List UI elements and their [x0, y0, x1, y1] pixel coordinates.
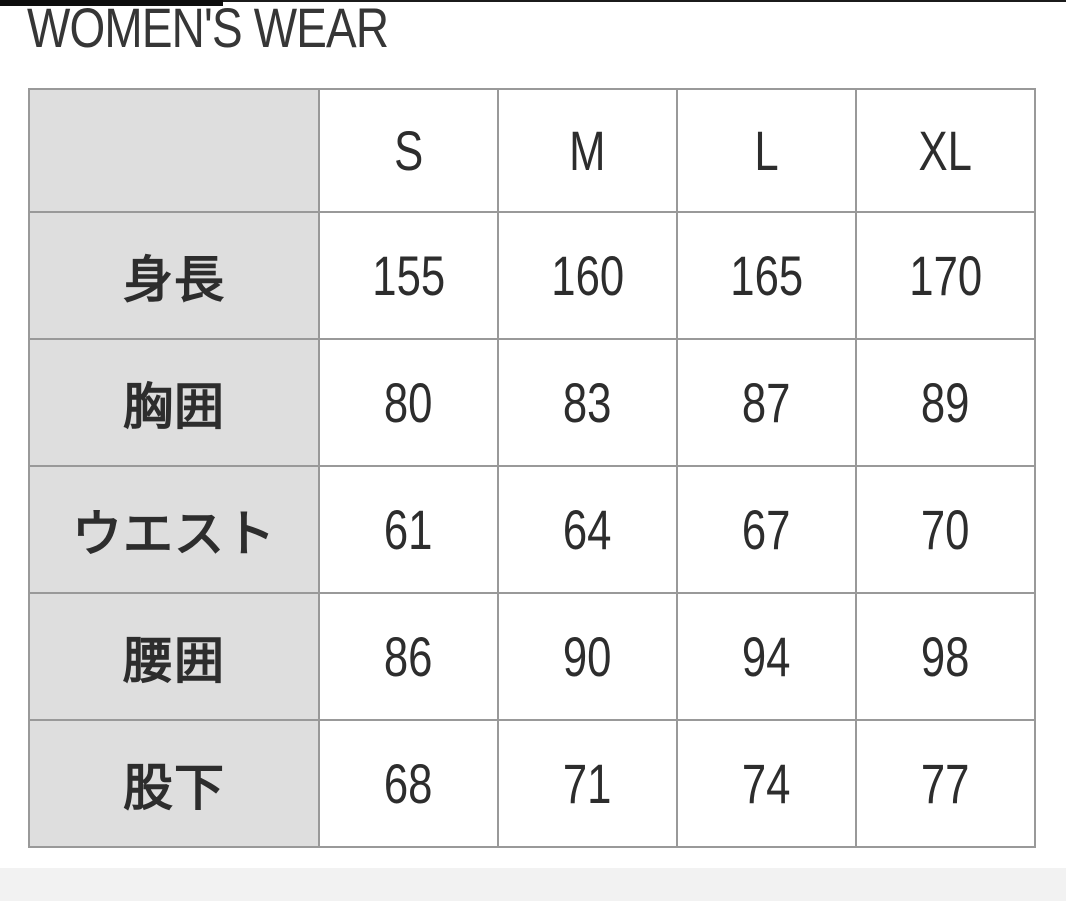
value-text: 64 — [563, 498, 612, 561]
size-column-header: L — [676, 88, 857, 213]
value-text: 61 — [384, 498, 433, 561]
corner-cell — [28, 88, 320, 213]
page-title: WOMEN'S WEAR — [27, 0, 389, 59]
row-label-cell: ウエスト — [28, 465, 320, 594]
value-text: 74 — [742, 752, 791, 815]
value-text: 86 — [384, 625, 433, 688]
row-label-cell: 身長 — [28, 211, 320, 340]
size-column-label: XL — [918, 119, 973, 182]
size-column-header: XL — [855, 88, 1036, 213]
value-cell: 90 — [497, 592, 678, 721]
value-text: 90 — [563, 625, 612, 688]
top-edge-bar-artifact — [0, 0, 223, 6]
value-cell: 77 — [855, 719, 1036, 848]
header-row: S M L XL — [28, 88, 1036, 213]
value-cell: 71 — [497, 719, 678, 848]
value-cell: 74 — [676, 719, 857, 848]
value-text: 89 — [921, 371, 970, 434]
value-text: 94 — [742, 625, 791, 688]
value-cell: 67 — [676, 465, 857, 594]
row-label-cell: 腰囲 — [28, 592, 320, 721]
value-text: 77 — [921, 752, 970, 815]
value-cell: 70 — [855, 465, 1036, 594]
row-label-cell: 胸囲 — [28, 338, 320, 467]
value-cell: 165 — [676, 211, 857, 340]
size-column-label: L — [754, 119, 779, 182]
row-label-cell: 股下 — [28, 719, 320, 848]
table-row: 身長 155 160 165 170 — [28, 211, 1036, 340]
table-row: 股下 68 71 74 77 — [28, 719, 1036, 848]
table-row: 胸囲 80 83 87 89 — [28, 338, 1036, 467]
value-text: 87 — [742, 371, 791, 434]
size-column-header: M — [497, 88, 678, 213]
value-cell: 160 — [497, 211, 678, 340]
value-text: 160 — [551, 244, 624, 307]
value-cell: 61 — [318, 465, 499, 594]
value-cell: 94 — [676, 592, 857, 721]
value-cell: 170 — [855, 211, 1036, 340]
value-text: 170 — [909, 244, 982, 307]
top-edge-line-artifact — [0, 0, 1066, 2]
value-text: 67 — [742, 498, 791, 561]
bottom-strip — [0, 868, 1066, 901]
value-text: 155 — [372, 244, 445, 307]
value-text: 70 — [921, 498, 970, 561]
table-row: ウエスト 61 64 67 70 — [28, 465, 1036, 594]
value-cell: 86 — [318, 592, 499, 721]
value-cell: 87 — [676, 338, 857, 467]
value-text: 71 — [563, 752, 612, 815]
value-cell: 155 — [318, 211, 499, 340]
value-text: 98 — [921, 625, 970, 688]
value-cell: 80 — [318, 338, 499, 467]
size-chart-table: S M L XL 身長 155 160 165 170 胸囲 80 83 87 89 ウエスト 61 64 67… — [28, 88, 1036, 848]
size-column-header: S — [318, 88, 499, 213]
table-header: S M L XL — [28, 88, 1036, 213]
size-column-label: M — [569, 119, 606, 182]
size-column-label: S — [393, 119, 424, 182]
value-cell: 68 — [318, 719, 499, 848]
value-cell: 89 — [855, 338, 1036, 467]
value-cell: 83 — [497, 338, 678, 467]
value-text: 83 — [563, 371, 612, 434]
value-text: 165 — [730, 244, 803, 307]
value-text: 80 — [384, 371, 433, 434]
value-cell: 64 — [497, 465, 678, 594]
value-cell: 98 — [855, 592, 1036, 721]
value-text: 68 — [384, 752, 433, 815]
table-row: 腰囲 86 90 94 98 — [28, 592, 1036, 721]
table-body: 身長 155 160 165 170 胸囲 80 83 87 89 ウエスト 61 64 67 70 腰囲 86… — [28, 211, 1036, 848]
